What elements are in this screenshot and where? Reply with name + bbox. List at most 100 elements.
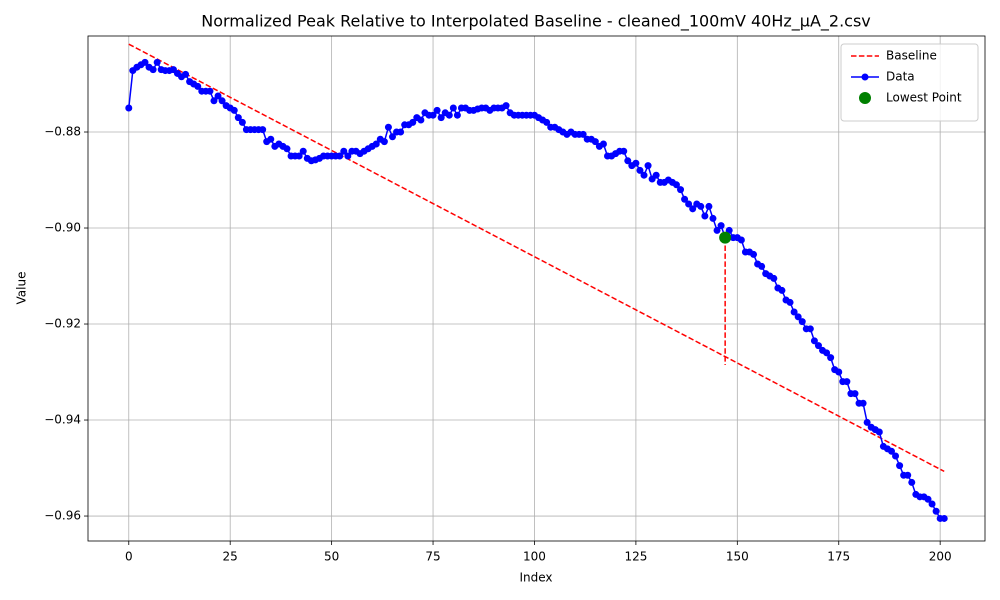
data-point	[835, 368, 843, 376]
x-tick-label: 50	[324, 550, 339, 564]
data-point	[141, 58, 149, 66]
data-point	[896, 462, 904, 470]
data-point	[210, 97, 218, 105]
data-point	[417, 116, 425, 124]
legend-marker	[861, 73, 869, 81]
x-tick-label: 175	[827, 550, 850, 564]
data-point	[681, 195, 689, 203]
data-point	[153, 58, 161, 66]
data-point	[908, 478, 916, 486]
data-point	[677, 186, 685, 194]
x-axis-label: Index	[519, 571, 552, 585]
x-tick-label: 0	[125, 550, 133, 564]
chart-title: Normalized Peak Relative to Interpolated…	[201, 12, 871, 32]
data-point	[786, 298, 794, 306]
x-tick-label: 150	[726, 550, 749, 564]
data-point	[632, 159, 640, 167]
data-point	[851, 390, 859, 398]
data-point	[620, 147, 628, 155]
series-line	[128, 43, 945, 473]
data-point	[445, 111, 453, 119]
legend-box	[840, 43, 979, 122]
legend-label: Lowest Point	[886, 91, 962, 105]
y-tick-label: −0.88	[44, 125, 81, 139]
data-point	[384, 123, 392, 131]
plot-area	[125, 43, 948, 522]
data-point	[892, 452, 900, 460]
data-point	[713, 226, 721, 234]
data-point	[206, 87, 214, 95]
data-point	[453, 111, 461, 119]
data-point	[502, 102, 510, 110]
grid	[88, 36, 985, 541]
data-point	[388, 133, 396, 141]
data-point	[932, 507, 940, 515]
data-point	[579, 130, 587, 138]
data-point	[823, 349, 831, 357]
data-point	[863, 418, 871, 426]
data-point	[214, 92, 222, 100]
axes: 0 25 50 75 100 125 150 175 200 −0.96 −0.94 −0.92 −0.…	[44, 125, 951, 564]
data-point	[336, 152, 344, 160]
x-tick-label: 25	[223, 550, 238, 564]
data-point	[340, 147, 348, 155]
data-point	[218, 97, 226, 105]
legend-marker	[859, 92, 871, 104]
data-point	[194, 82, 202, 90]
data-point	[543, 118, 551, 126]
data-point	[640, 171, 648, 179]
data-point	[644, 162, 652, 170]
data-point	[697, 202, 705, 210]
data-point	[750, 250, 758, 258]
data-point	[125, 104, 133, 112]
data-point	[798, 318, 806, 326]
data-point	[636, 166, 644, 174]
y-tick-label: −0.90	[44, 221, 81, 235]
data-point	[778, 286, 786, 294]
data-point	[940, 514, 948, 522]
data-point	[928, 500, 936, 508]
data-point	[599, 140, 607, 148]
x-tick-label: 100	[523, 550, 546, 564]
data-point	[814, 342, 822, 350]
data-point	[437, 114, 445, 122]
data-point	[344, 152, 352, 160]
data-point	[591, 138, 599, 146]
data-point	[685, 200, 693, 208]
data-point	[624, 157, 632, 165]
data-point	[372, 140, 380, 148]
data-point	[904, 471, 912, 479]
data-point	[758, 262, 766, 270]
y-tick-label: −0.94	[44, 413, 81, 427]
legend-label: Baseline	[886, 49, 937, 63]
data-point	[380, 138, 388, 146]
data-point	[267, 135, 275, 143]
data-point	[924, 495, 932, 503]
x-tick-label: 75	[425, 550, 440, 564]
y-axis-label: Value	[15, 272, 29, 305]
data-point	[652, 171, 660, 179]
data-point	[705, 202, 713, 210]
x-tick-label: 200	[929, 550, 952, 564]
data-point	[717, 222, 725, 230]
data-point	[295, 152, 303, 160]
data-point	[259, 126, 267, 134]
x-tick-label: 125	[624, 550, 647, 564]
data-point	[433, 106, 441, 114]
data-point	[843, 378, 851, 386]
data-point	[806, 325, 814, 333]
data-point	[701, 212, 709, 220]
data-point	[397, 128, 405, 136]
data-point	[149, 66, 157, 74]
data-point	[409, 118, 417, 126]
data-point	[238, 118, 246, 126]
data-point	[859, 399, 867, 407]
plot-frame	[87, 35, 986, 542]
data-point	[182, 70, 190, 78]
data-point	[887, 447, 895, 455]
lowest-point	[719, 231, 732, 244]
data-point	[689, 205, 697, 213]
y-tick-label: −0.92	[44, 317, 81, 331]
data-point	[672, 181, 680, 189]
